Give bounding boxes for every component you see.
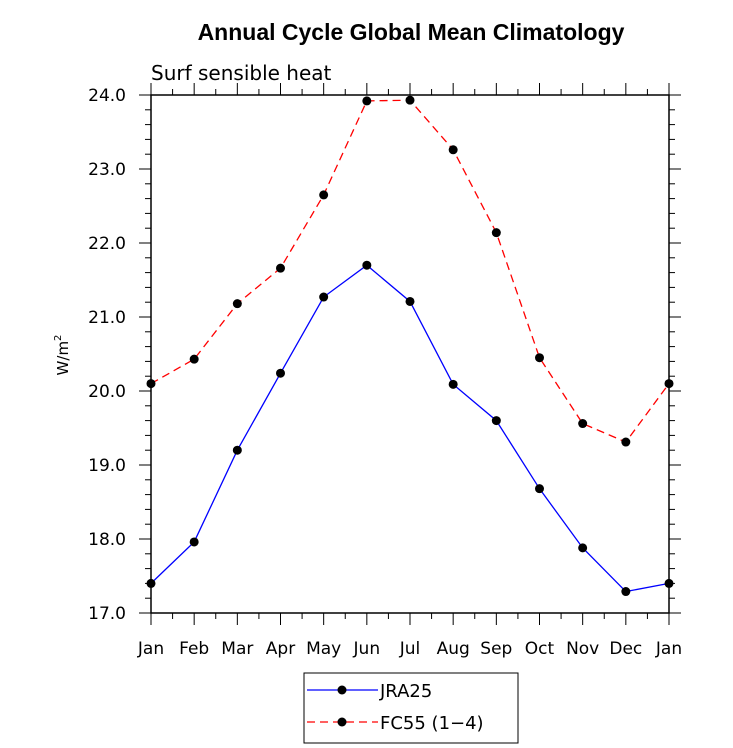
data-point-series-0 <box>448 379 458 389</box>
x-tick-label: Jan <box>655 639 682 659</box>
y-tick-label: 20.0 <box>88 382 126 402</box>
data-point-series-0 <box>664 578 674 588</box>
y-tick-label: 21.0 <box>88 308 126 328</box>
chart-subtitle: Surf sensible heat <box>151 61 332 85</box>
axis-ticks <box>139 83 681 625</box>
data-point-series-0 <box>621 587 631 597</box>
y-axis-label-base: W/m <box>54 341 72 376</box>
x-tick-label: Jul <box>399 639 421 659</box>
chart-title: Annual Cycle Global Mean Climatology <box>198 19 625 45</box>
x-tick-label: Apr <box>266 639 295 659</box>
y-tick-label: 18.0 <box>88 530 126 550</box>
y-axis-tick-labels: 17.0 18.0 19.0 20.0 21.0 22.0 23.0 24.0 <box>88 86 126 624</box>
legend-label-fc55: FC55 (1−4) <box>380 713 484 734</box>
data-point-series-0 <box>319 292 329 302</box>
data-point-series-1 <box>448 145 458 155</box>
x-axis-tick-labels: Jan Feb Mar Apr May Jun Jul Aug Sep Oct Nov Dec Jan <box>137 639 682 659</box>
data-point-series-1 <box>578 419 588 429</box>
x-tick-label: Jan <box>137 639 164 659</box>
y-tick-label: 22.0 <box>88 234 126 254</box>
plot-frame <box>150 94 670 614</box>
data-point-series-0 <box>232 445 242 455</box>
legend: JRA25 FC55 (1−4) <box>303 672 519 744</box>
y-tick-label: 24.0 <box>88 86 126 106</box>
x-tick-label: Aug <box>437 639 470 659</box>
legend-label-jra25: JRA25 <box>379 681 432 702</box>
y-axis-label-superscript: 2 <box>53 335 64 341</box>
series-line-1 <box>150 99 670 443</box>
data-point-series-1 <box>362 96 372 106</box>
data-point-series-1 <box>189 354 199 364</box>
data-point-series-0 <box>405 296 415 306</box>
y-tick-label: 23.0 <box>88 160 126 180</box>
data-point-series-1 <box>664 379 674 389</box>
data-point-series-1 <box>405 95 415 105</box>
data-point-series-1 <box>232 299 242 309</box>
data-point-series-0 <box>535 484 544 494</box>
data-point-series-1 <box>276 263 285 273</box>
x-tick-label: Dec <box>609 639 642 659</box>
y-tick-label: 19.0 <box>88 456 126 476</box>
x-tick-label: Nov <box>566 639 599 659</box>
series-layer <box>146 95 674 597</box>
data-point-series-1 <box>146 379 156 389</box>
legend-marker-fc55 <box>337 717 347 727</box>
y-tick-label: 17.0 <box>88 604 126 624</box>
x-tick-label: Feb <box>179 639 209 659</box>
data-point-series-0 <box>491 416 501 426</box>
y-axis-label: W/m2 <box>53 335 72 376</box>
data-point-series-0 <box>276 368 285 378</box>
data-point-series-0 <box>362 260 372 270</box>
legend-marker-jra25 <box>337 685 347 695</box>
data-point-series-1 <box>535 353 544 363</box>
x-tick-label: Mar <box>221 639 253 659</box>
data-point-series-1 <box>621 437 631 447</box>
x-tick-label: Jun <box>353 639 381 659</box>
data-point-series-0 <box>578 543 588 553</box>
x-tick-label: Oct <box>525 639 555 659</box>
x-tick-label: Sep <box>480 639 512 659</box>
data-point-series-0 <box>189 537 199 547</box>
legend-box <box>303 672 519 744</box>
data-point-series-1 <box>319 190 329 200</box>
data-point-series-1 <box>491 228 501 238</box>
data-point-series-0 <box>146 578 156 588</box>
x-tick-label: May <box>306 639 341 659</box>
